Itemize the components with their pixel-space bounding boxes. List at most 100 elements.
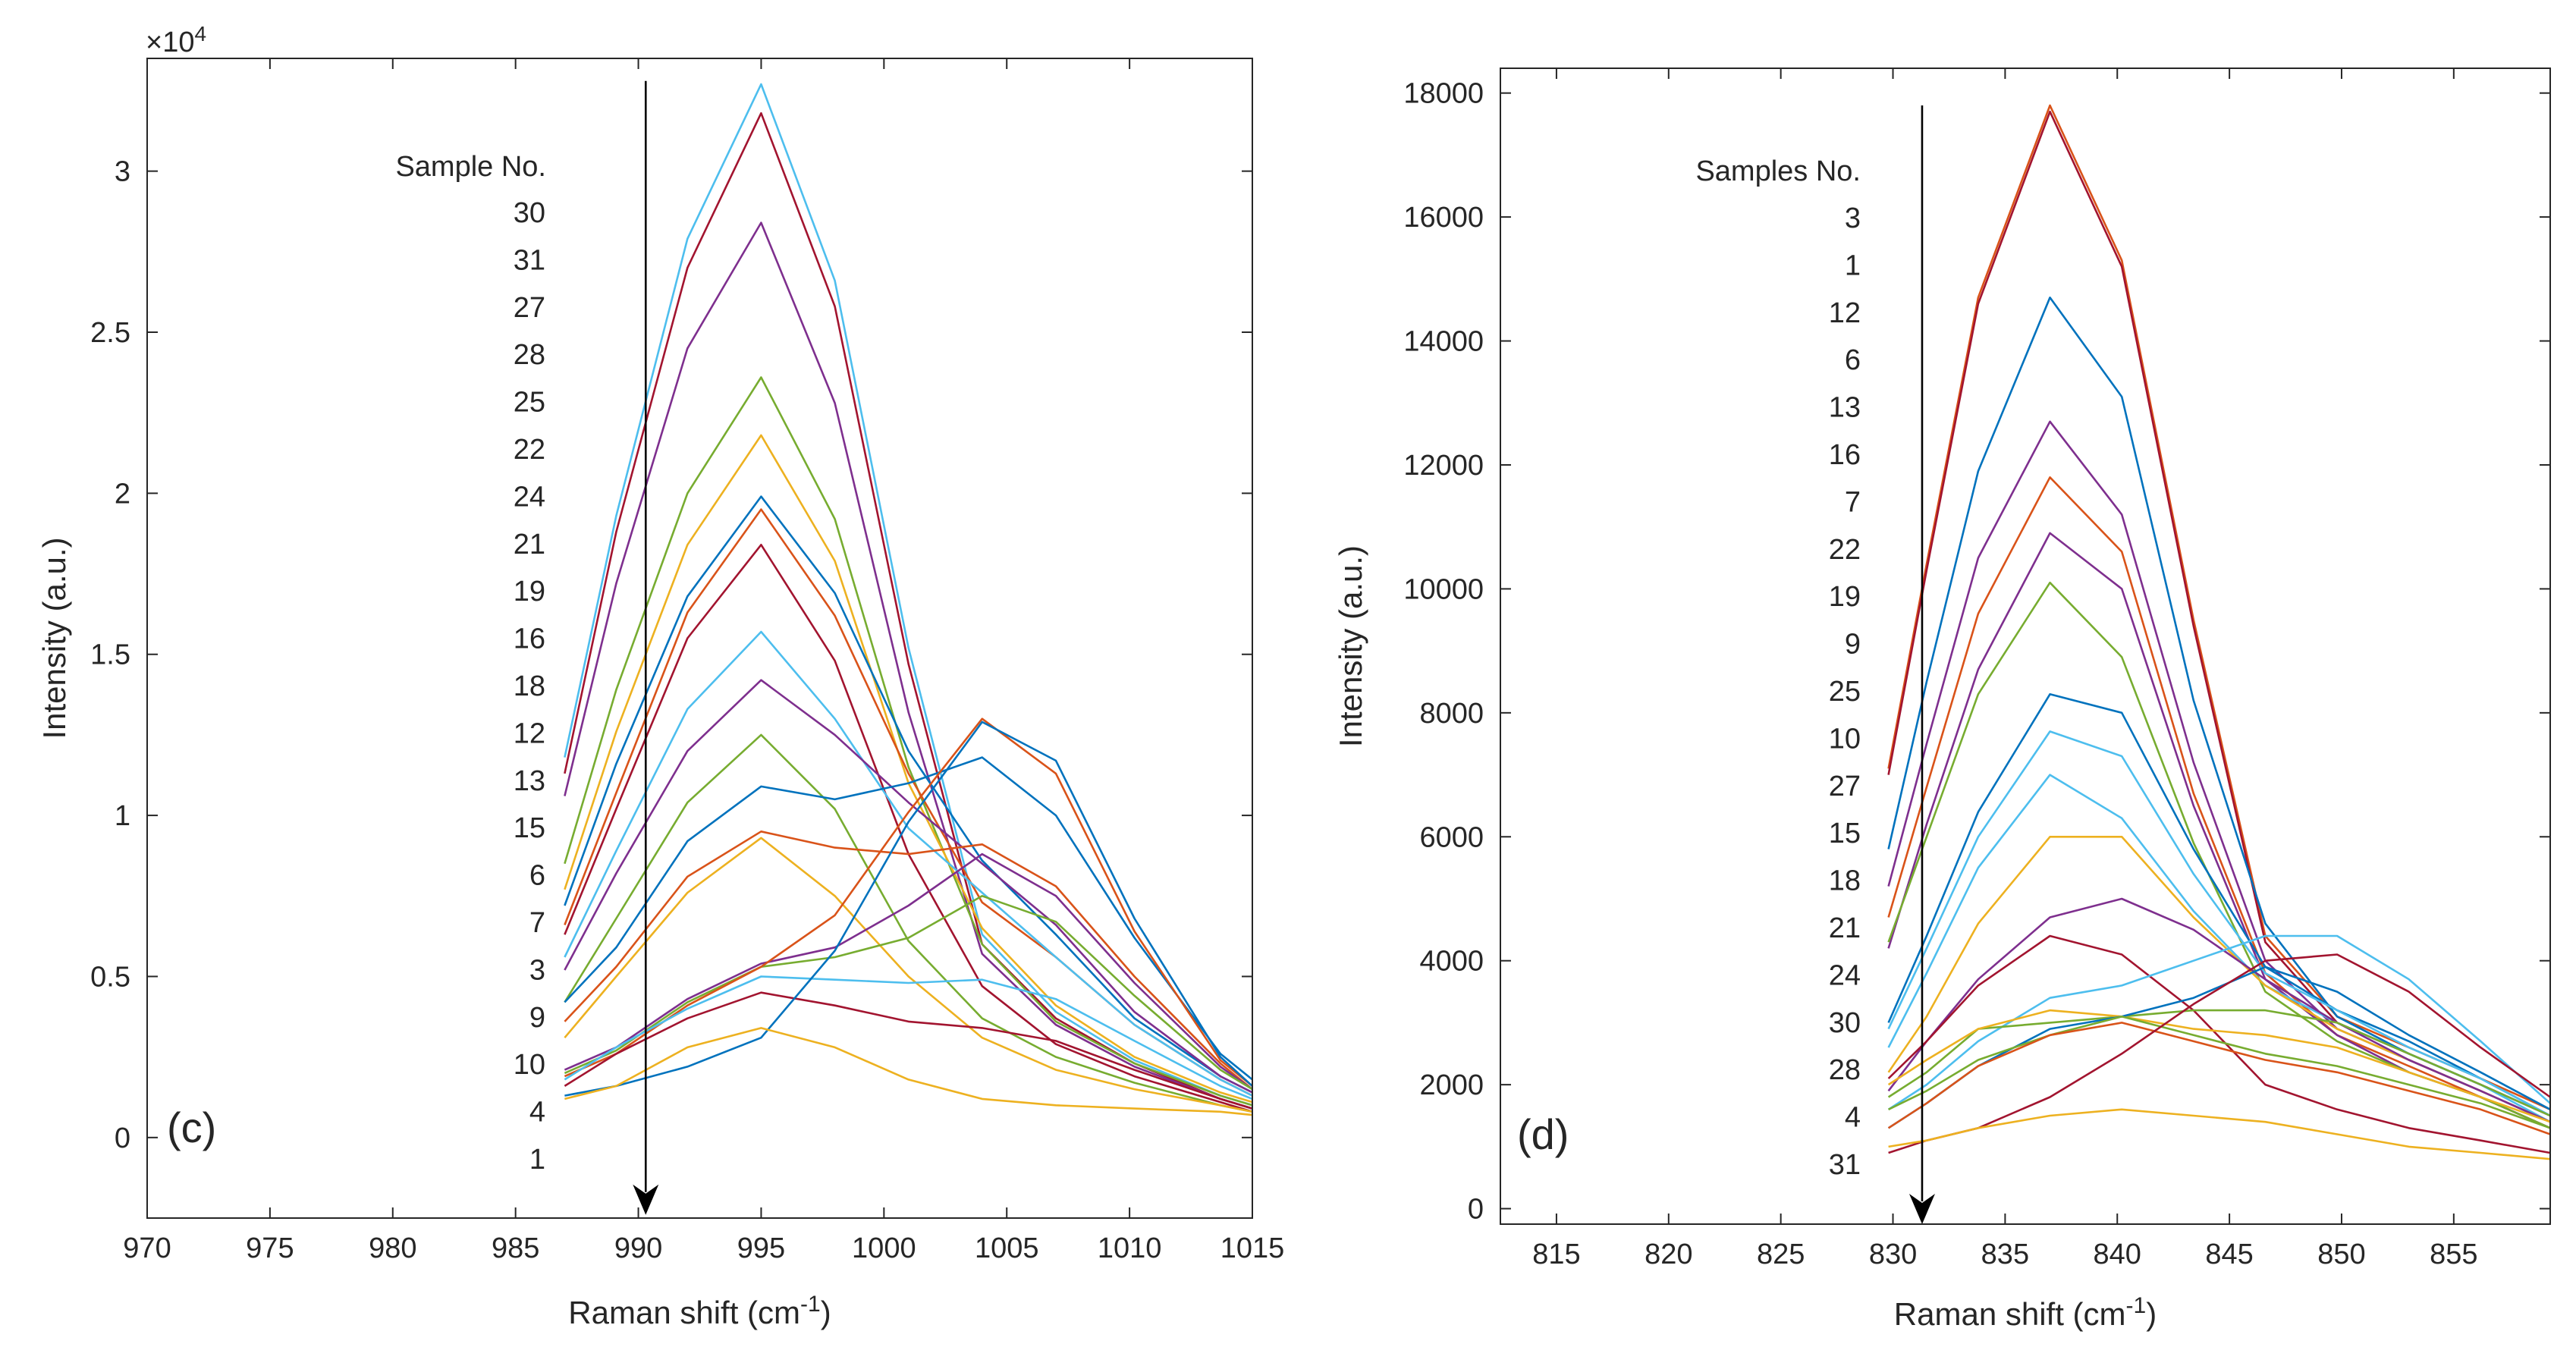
y-tick-label: 1 [115,800,130,832]
series-line-sample-13 [564,830,1253,1091]
x-tick-label: 850 [2317,1239,2365,1270]
legend-entry: 27 [1829,771,1861,802]
series-line-sample-28 [1887,1022,2551,1135]
legend-entry: 9 [1845,629,1861,661]
legend-entry: 13 [514,765,545,797]
series-line-sample-30 [564,83,1253,1107]
y-tick-label: 14000 [1403,326,1484,358]
legend-entry: 9 [529,1002,545,1034]
legend-entry: 13 [1829,392,1861,424]
chart-panel-c: 970 975 980 985 990 995 1000 1005 1010 101500.511… [36,22,1284,1330]
legend-entry: 31 [514,244,545,276]
series-line-sample-15 [1887,934,2551,1110]
series-line-sample-6 [564,852,1253,1091]
y-tick-label: 16000 [1403,202,1484,234]
legend-entry: 28 [514,339,545,371]
legend-entry: 18 [1829,865,1861,897]
legend-entry: 19 [514,576,545,608]
series-line-sample-12 [564,756,1253,1081]
legend-entry: 31 [1829,1149,1861,1181]
series-line-sample-31 [1888,1108,2551,1160]
legend-entry: 24 [514,481,545,513]
x-tick-label: 990 [614,1232,662,1264]
x-tick-label: 985 [492,1232,539,1264]
y-tick-label: 1.5 [90,639,130,671]
series-line-sample-15 [564,837,1253,1113]
y-tick-label: 3 [115,156,130,188]
legend-entry: 15 [514,812,545,844]
x-axis-label-d: Raman shift (cm-1) [1894,1293,2157,1332]
x-axis-label-main-d: Raman shift (cm [1894,1296,2126,1332]
series-line-sample-27 [564,221,1253,1110]
legend-entry: 12 [1829,297,1861,329]
y-tick-label: 18000 [1403,78,1484,110]
x-tick-label: 975 [246,1232,294,1264]
legend-entry: 3 [1845,203,1861,234]
sample-legend-c: Sample No.303127282522242119161812131567… [395,151,546,1176]
y-tick-label: 2 [115,478,130,510]
legend-title: Sample No. [395,151,546,183]
panel-label-d: (d) [1517,1110,1569,1158]
series-line-sample-7 [564,895,1253,1091]
legend-entry: 7 [1845,486,1861,518]
series-line-sample-9 [564,975,1253,1101]
plot-frame-d [1500,68,2551,1225]
legend-entry: 28 [1829,1054,1861,1086]
x-axis-label-sup-d: -1 [2126,1293,2147,1318]
y-tick-label: 0 [1468,1194,1484,1226]
legend-title: Samples No. [1695,155,1861,187]
legend-entry: 1 [1845,250,1861,281]
plot-frame-c [146,58,1253,1219]
x-tick-label: 835 [1981,1239,2029,1270]
axis-ticks-d: 815 820 825 830 835 840 845 850 855 0 2000 4000 6000… [1403,68,2550,1270]
y-tick-label: 2.5 [90,317,130,349]
legend-entry: 27 [514,292,545,324]
sample-order-arrow-d [1908,105,1935,1224]
x-tick-label: 1000 [852,1232,916,1264]
legend-entry: 30 [1829,1007,1861,1039]
legend-entry: 1 [529,1144,545,1176]
x-tick-label: 840 [2094,1239,2141,1270]
x-axis-label-main-c: Raman shift (cm [568,1295,800,1330]
y-tick-label: 12000 [1403,450,1484,482]
y-tick-label: 0.5 [90,961,130,993]
chart-panel-d: 815 820 825 830 835 840 845 850 855 0 2000 4000 6000… [1333,68,2551,1332]
sample-order-arrow-c [633,80,659,1215]
series-line-sample-16 [564,679,1253,1094]
legend-entry: 21 [1829,912,1861,944]
y-tick-label: 6000 [1419,821,1484,853]
series-line-sample-1 [564,1027,1253,1116]
legend-entry: 24 [1829,959,1861,991]
y-tick-label: 10000 [1403,573,1484,605]
legend-entry: 4 [529,1097,545,1129]
legend-entry: 22 [514,434,545,466]
legend-entry: 30 [514,197,545,229]
series-line-sample-22 [564,495,1253,1094]
y-tick-label: 0 [115,1122,130,1154]
legend-entry: 16 [1829,439,1861,471]
x-tick-label: 995 [737,1232,785,1264]
y-axis-label-d: Intensity (a.u.) [1333,545,1368,747]
series-line-sample-30 [1888,1016,2551,1129]
series-line-sample-18 [1887,1009,2551,1117]
x-tick-label: 845 [2205,1239,2253,1270]
series-line-sample-10 [1887,897,2551,1123]
legend-entry: 6 [1845,344,1861,376]
arrow-head [633,1184,659,1215]
y-axis-label-c: Intensity (a.u.) [36,537,72,739]
y-exponent-power-c: 4 [194,22,206,46]
legend-entry: 6 [529,860,545,892]
x-tick-label: 825 [1757,1239,1805,1270]
legend-entry: 25 [1829,676,1861,708]
legend-entry: 7 [529,907,545,939]
x-axis-label-c: Raman shift (cm-1) [568,1292,831,1330]
y-tick-label: 4000 [1419,946,1484,978]
legend-entry: 10 [1829,723,1861,755]
x-axis-label-close-c: ) [821,1295,831,1330]
series-line-sample-31 [564,111,1253,1110]
legend-entry: 15 [1829,818,1861,849]
series-line-sample-21 [1887,1009,2551,1123]
legend-entry: 25 [514,387,545,419]
legend-entry: 19 [1829,581,1861,613]
